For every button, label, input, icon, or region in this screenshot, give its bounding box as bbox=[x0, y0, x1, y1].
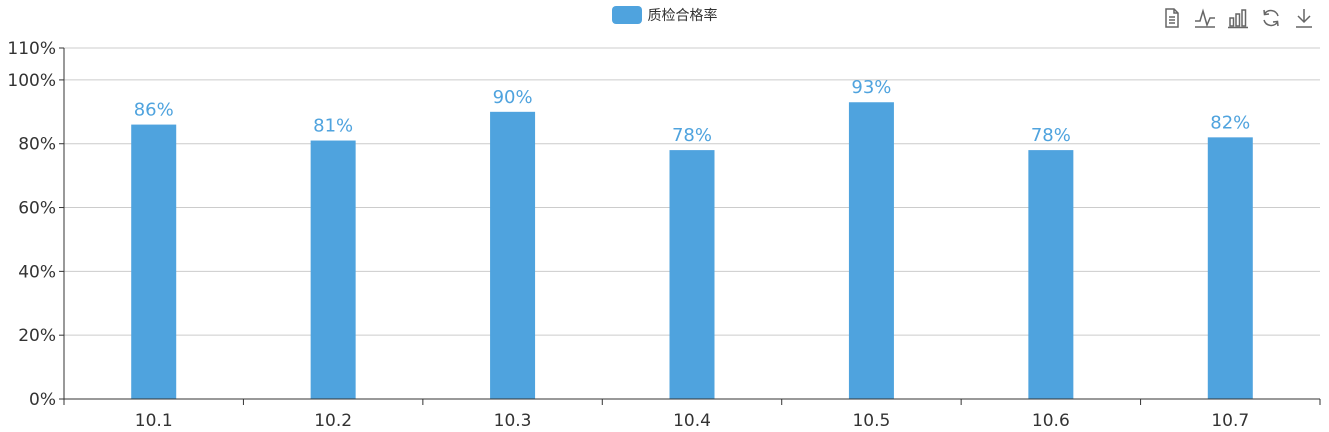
x-tick-label: 10.5 bbox=[852, 411, 890, 431]
bar bbox=[849, 102, 894, 399]
y-tick-label: 110% bbox=[7, 39, 56, 59]
x-tick-label: 10.2 bbox=[314, 411, 352, 431]
data-label: 78% bbox=[1031, 125, 1071, 146]
x-tick-label: 10.7 bbox=[1211, 411, 1249, 431]
y-tick-label: 60% bbox=[18, 199, 56, 219]
bar bbox=[311, 141, 356, 399]
bar bbox=[670, 150, 715, 399]
y-tick-label: 40% bbox=[18, 262, 56, 282]
y-tick-label: 100% bbox=[7, 71, 56, 91]
data-label: 78% bbox=[672, 125, 712, 146]
data-label: 86% bbox=[134, 100, 174, 121]
data-label: 90% bbox=[493, 87, 533, 108]
bar bbox=[490, 112, 535, 399]
y-tick-label: 0% bbox=[29, 390, 56, 410]
bar bbox=[1208, 137, 1253, 399]
x-tick-label: 10.6 bbox=[1032, 411, 1070, 431]
x-tick-label: 10.4 bbox=[673, 411, 711, 431]
y-tick-label: 80% bbox=[18, 135, 56, 155]
bar bbox=[1028, 150, 1073, 399]
x-tick-label: 10.1 bbox=[135, 411, 173, 431]
x-tick-label: 10.3 bbox=[494, 411, 532, 431]
data-label: 82% bbox=[1210, 112, 1250, 133]
data-label: 81% bbox=[313, 116, 353, 137]
bar bbox=[131, 125, 176, 399]
data-label: 93% bbox=[851, 77, 891, 98]
y-tick-label: 20% bbox=[18, 326, 56, 346]
